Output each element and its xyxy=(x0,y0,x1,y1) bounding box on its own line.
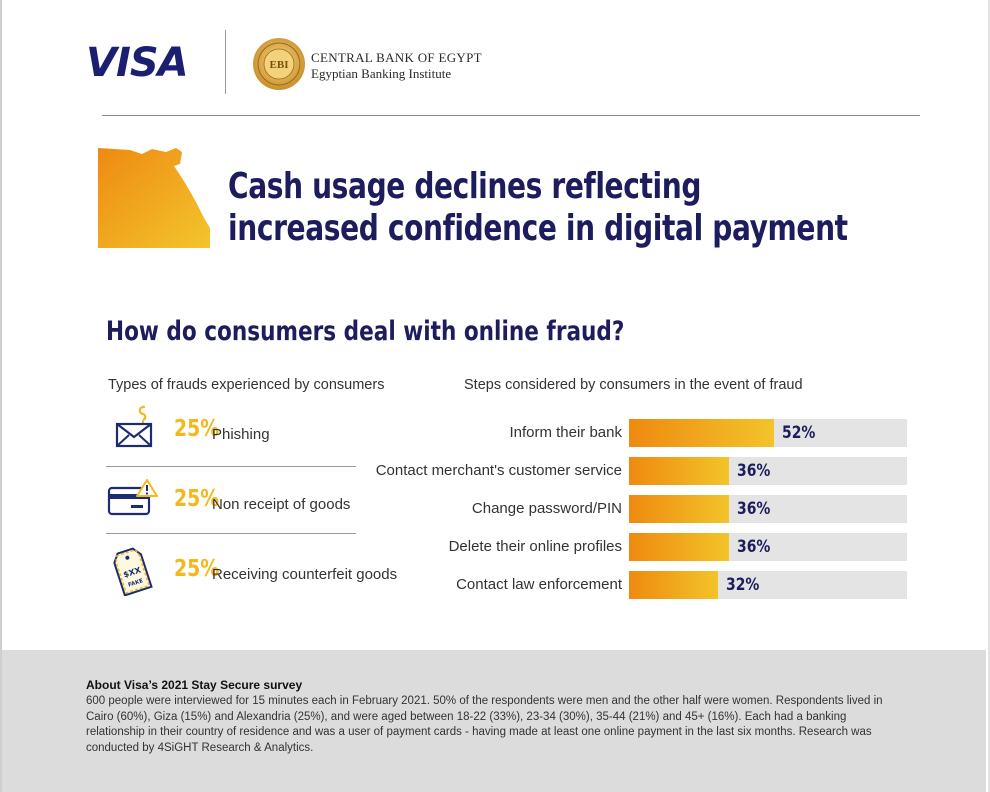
fraud-types-heading: Types of frauds experienced by consumers xyxy=(108,377,385,393)
headline-line1: Cash usage declines reflecting xyxy=(228,166,702,207)
fraud-label: Non receipt of goods xyxy=(212,496,351,513)
cbe-name: CENTRAL BANK OF EGYPT Egyptian Banking I… xyxy=(311,50,482,82)
bar-value-label: 32% xyxy=(726,575,760,595)
fraud-item-counterfeit: $XX FAKE 25% Receiving counterfeit goods xyxy=(106,544,397,604)
survey-footer: About Visa’s 2021 Stay Secure survey 600… xyxy=(2,650,986,792)
fraud-label: Phishing xyxy=(212,426,270,443)
bar-track: 36% xyxy=(629,533,907,561)
header-rule xyxy=(102,115,920,116)
bar xyxy=(629,419,774,447)
bar-value-label: 36% xyxy=(737,537,771,557)
bar-category-label: Delete their online profiles xyxy=(448,538,622,555)
seal-text: EBI xyxy=(270,59,289,71)
card-warning-icon xyxy=(107,479,158,516)
fraud-pct: 25% xyxy=(174,556,220,582)
bar-track: 36% xyxy=(629,457,907,485)
fraud-divider xyxy=(106,466,356,467)
bar-category-label: Change password/PIN xyxy=(471,500,622,517)
bar xyxy=(629,533,729,561)
headline: Cash usage declines reflecting increased… xyxy=(228,166,848,250)
fake-tag-icon: $XX FAKE xyxy=(113,547,153,596)
logo-divider xyxy=(225,30,226,94)
cbe-seal-icon: EBI xyxy=(253,38,305,90)
visa-logo: VISA xyxy=(86,40,189,86)
fraud-pct: 25% xyxy=(174,486,220,512)
bar xyxy=(629,571,718,599)
bar xyxy=(629,457,729,485)
bar-value-label: 36% xyxy=(737,499,771,519)
cbe-name-line2: Egyptian Banking Institute xyxy=(311,66,452,81)
headline-line2: increased confidence in digital payment xyxy=(228,208,848,249)
fraud-item-phishing: 25% Phishing xyxy=(106,404,356,464)
bar xyxy=(629,495,729,523)
bar-track: 32% xyxy=(629,571,907,599)
cbe-name-line1: CENTRAL BANK OF EGYPT xyxy=(311,50,482,65)
bar-value-label: 36% xyxy=(737,461,771,481)
bar-track: 52% xyxy=(629,419,907,447)
footer-body: 600 people were interviewed for 15 minut… xyxy=(86,695,883,754)
phishing-envelope-icon xyxy=(115,405,153,448)
bar-value-label: 52% xyxy=(782,423,816,443)
fraud-item-non-receipt: 25% Non receipt of goods xyxy=(106,474,356,534)
bar-category-label: Inform their bank xyxy=(509,424,622,441)
tag-fake-text: FAKE xyxy=(127,578,144,589)
bar-category-label: Contact law enforcement xyxy=(456,576,622,593)
bar-category-label: Contact merchant's customer service xyxy=(375,462,622,479)
fraud-pct: 25% xyxy=(174,416,220,442)
bar-track: 36% xyxy=(629,495,907,523)
egypt-map-icon xyxy=(98,148,210,248)
chart-title: Steps considered by consumers in the eve… xyxy=(464,377,803,393)
footer-title: About Visa’s 2021 Stay Secure survey xyxy=(86,678,303,692)
section-title: How do consumers deal with online fraud? xyxy=(106,316,625,347)
fraud-label: Receiving counterfeit goods xyxy=(212,566,398,583)
fraud-divider xyxy=(106,533,356,534)
